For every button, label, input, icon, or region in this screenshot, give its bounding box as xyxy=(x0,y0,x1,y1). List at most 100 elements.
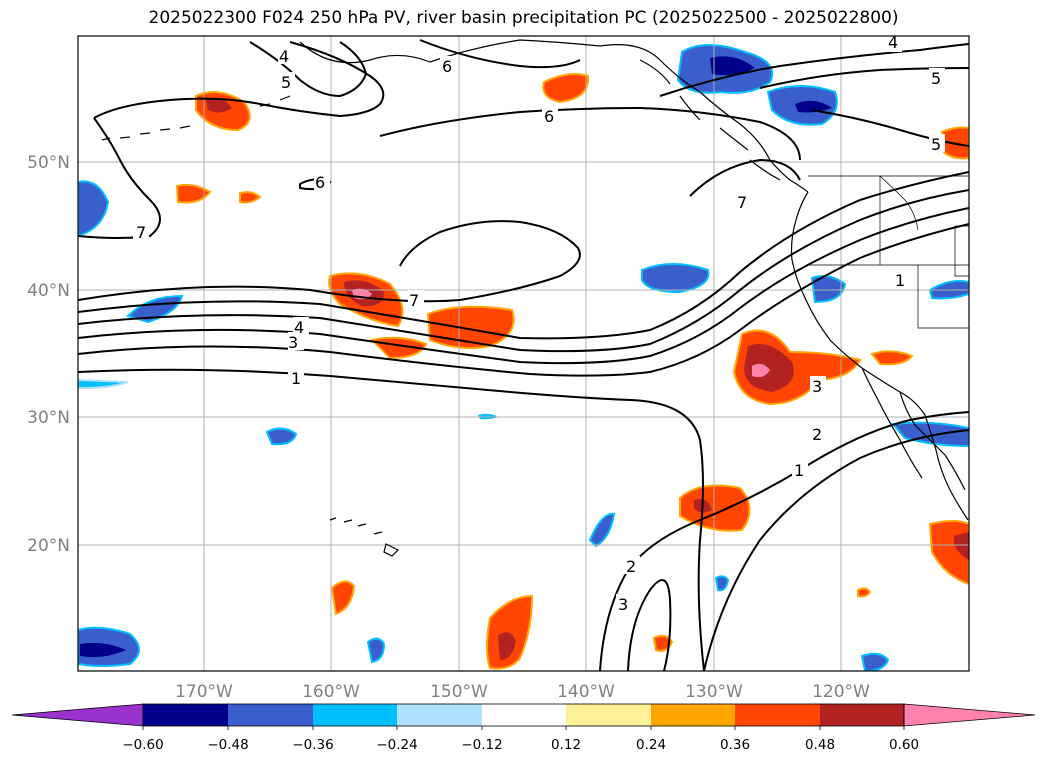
contour-3-south xyxy=(627,579,672,671)
baja xyxy=(861,367,923,479)
contour-label-4-ne: 4 xyxy=(888,33,898,52)
map-title: 2025022300 F024 250 hPa PV, river basin … xyxy=(148,8,899,28)
graticule xyxy=(78,36,969,671)
colorbar-bin xyxy=(313,704,397,726)
contour-label-6-mid: 6 xyxy=(544,107,554,126)
colorbar-tick-label: −0.36 xyxy=(292,737,333,753)
contour-label-5-ne: 5 xyxy=(931,69,941,88)
contour-north-9 xyxy=(811,109,969,147)
blue-patch-gulf-alaska-core xyxy=(710,56,755,76)
red-patch-mexico-core xyxy=(954,532,969,560)
colorbar-extend-high xyxy=(903,703,1036,727)
contour-label-2-east: 2 xyxy=(812,425,822,444)
contour-north-5 xyxy=(379,106,801,161)
colorbar: −0.60 −0.48 −0.36 −0.24 −0.12 0.12 0.24 … xyxy=(11,703,1036,753)
colorbar-tick-label: −0.12 xyxy=(461,737,502,753)
colorbar-bin xyxy=(735,704,820,726)
contour-label-7: 7 xyxy=(409,291,419,310)
blue-patch-small-5 xyxy=(714,575,730,592)
coastlines xyxy=(101,39,969,557)
colorbar-tick-label: −0.60 xyxy=(122,737,163,753)
lon-label-160w: 160°W xyxy=(302,682,360,702)
bc-coast xyxy=(639,59,781,181)
contour-7-west xyxy=(78,220,581,303)
colorbar-tick-label: −0.48 xyxy=(207,737,248,753)
contour-5-west xyxy=(78,189,969,353)
lon-label-150w: 150°W xyxy=(430,682,488,702)
negative-pc-regions xyxy=(78,44,969,671)
contour-label-4: 4 xyxy=(294,318,304,337)
contour-north-6 xyxy=(419,39,581,69)
contour-label-7-east: 7 xyxy=(737,193,747,212)
latitude-labels: 50°N 40°N 30°N 20°N xyxy=(27,153,70,556)
blue-patch-central xyxy=(641,263,710,294)
red-patch-south-west xyxy=(330,580,356,616)
colorbar-frame xyxy=(142,703,905,727)
colorbar-bin xyxy=(143,704,228,726)
red-patch-arizona xyxy=(870,350,914,366)
red-patch-small-nw2 xyxy=(239,191,262,204)
contour-north-7 xyxy=(659,43,969,97)
contour-label-1-east: 1 xyxy=(895,271,905,290)
red-patch-south-central xyxy=(486,594,534,670)
contour-label-1-se: 1 xyxy=(794,461,804,480)
contour-labels: 1 3 4 7 7 6 5 4 6 6 7 4 5 5 1 3 2 1 2 xyxy=(133,33,945,614)
lon-label-140w: 140°W xyxy=(557,682,615,702)
contour-label-1: 1 xyxy=(291,369,301,388)
blue-patch-small-4 xyxy=(366,637,386,664)
colorbar-bin xyxy=(228,704,313,726)
contour-label-6-north: 6 xyxy=(442,57,452,76)
contour-4-west xyxy=(78,207,969,365)
red-patch-north xyxy=(542,73,590,104)
red-patch-central xyxy=(426,305,515,349)
contour-label-3-south: 3 xyxy=(618,595,628,614)
colorbar-tick-label: 0.48 xyxy=(805,737,835,753)
colorbar-tick-label: −0.24 xyxy=(376,737,417,753)
red-patch-baja-south xyxy=(679,484,751,532)
red-patch-small-nw xyxy=(175,183,212,204)
mexico-west-coast xyxy=(899,391,966,491)
colorbar-bin xyxy=(651,704,735,726)
lat-label-40n: 40°N xyxy=(27,281,70,301)
blue-patch-west-edge xyxy=(78,180,110,238)
lat-label-30n: 30°N xyxy=(27,408,70,428)
colorbar-bin xyxy=(482,704,566,726)
red-patch-south-core xyxy=(498,632,516,660)
blue-patch-sw-edge xyxy=(78,378,129,390)
red-patch-socal-pink xyxy=(752,363,770,378)
hawaii xyxy=(329,517,400,557)
contour-nw-1 xyxy=(93,41,385,119)
colorbar-tick-label: 0.60 xyxy=(889,737,919,753)
contour-label-3-east: 3 xyxy=(812,377,822,396)
contour-label-7-west: 7 xyxy=(136,223,146,242)
contour-1-west xyxy=(78,368,705,671)
contour-2-south xyxy=(599,411,969,671)
contour-label-5-ne2: 5 xyxy=(931,135,941,154)
colorbar-extend-low xyxy=(11,703,144,727)
lon-label-120w: 120°W xyxy=(812,682,870,702)
contour-6-west xyxy=(78,171,969,340)
colorbar-tick-label: 0.24 xyxy=(636,737,666,753)
blue-patch-sw-corner-core xyxy=(80,642,126,658)
red-patch-nw-core xyxy=(206,98,232,113)
lat-label-50n: 50°N xyxy=(27,153,70,173)
aleutians xyxy=(101,95,291,141)
contour-label-6-small: 6 xyxy=(315,173,325,192)
red-patch-small-s2 xyxy=(857,587,872,598)
contour-label-3: 3 xyxy=(288,333,298,352)
contour-7-east xyxy=(689,158,801,197)
contour-label-4-nw: 4 xyxy=(279,47,289,66)
lon-label-130w: 130°W xyxy=(685,682,743,702)
colorbar-tick-label: 0.12 xyxy=(551,737,581,753)
blue-patch-small-3 xyxy=(588,512,616,548)
colorbar-bin xyxy=(566,704,651,726)
contour-3-west xyxy=(78,223,969,377)
colorbar-bin xyxy=(397,704,482,726)
blue-patch-bc-core xyxy=(795,100,832,113)
precipitation-shading xyxy=(78,44,969,671)
blue-patch-small-6 xyxy=(860,652,890,671)
blue-patch-small-1 xyxy=(265,427,298,446)
map-frame xyxy=(77,35,970,672)
contour-nw-2 xyxy=(249,41,368,98)
